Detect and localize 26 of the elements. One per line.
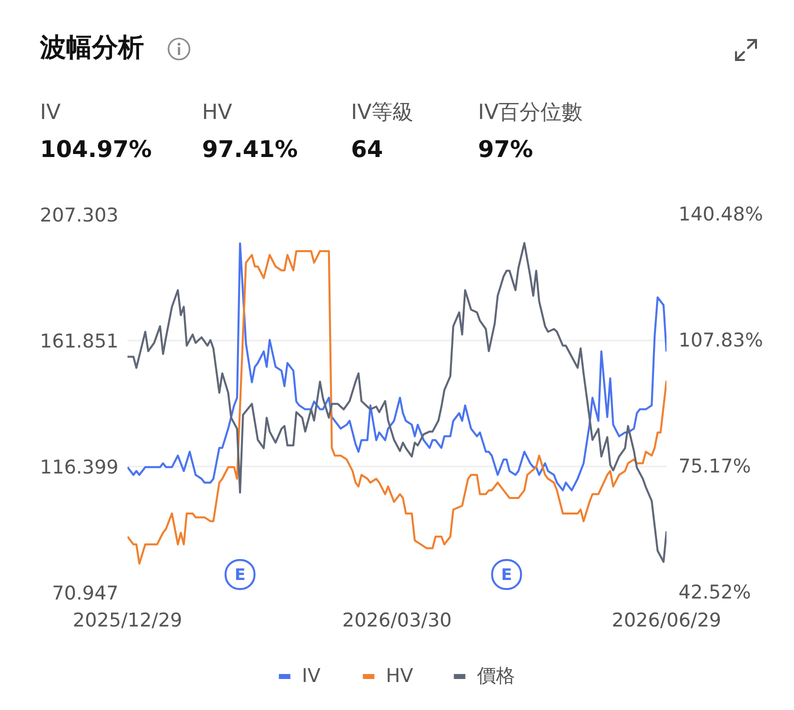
y-tick-label: 70.947 <box>52 582 119 604</box>
y2-tick-label: 75.17% <box>678 456 751 478</box>
chart-title: 波幅分析 <box>40 32 144 64</box>
y2-tick-label: 107.83% <box>678 329 764 352</box>
x-tick-label: 2026/03/30 <box>342 610 452 632</box>
y-tick-label: 207.303 <box>40 204 119 226</box>
y2-tick-label: 140.48% <box>678 204 764 226</box>
y-tick-label: 116.399 <box>40 456 119 478</box>
text: HV <box>202 99 232 126</box>
x-tick-label: 2025/12/29 <box>72 610 182 632</box>
text: 64 <box>351 136 384 164</box>
line-series <box>128 242 666 492</box>
annotation: E <box>234 565 246 584</box>
x-tick-label: 2026/06/29 <box>612 610 722 632</box>
text: IV百分位數 <box>478 99 583 126</box>
text: 104.97% <box>40 136 152 164</box>
text: 97% <box>478 136 534 164</box>
annotation: E <box>501 565 512 584</box>
y2-tick-label: 42.52% <box>678 582 751 604</box>
legend-label: HV <box>386 665 414 687</box>
y-tick-label: 161.851 <box>40 330 119 352</box>
legend-label: 價格 <box>477 664 516 689</box>
text: IV等級 <box>351 99 414 126</box>
text: IV <box>40 99 61 126</box>
legend-label: IV <box>302 665 322 687</box>
text: 97.41% <box>202 136 298 164</box>
